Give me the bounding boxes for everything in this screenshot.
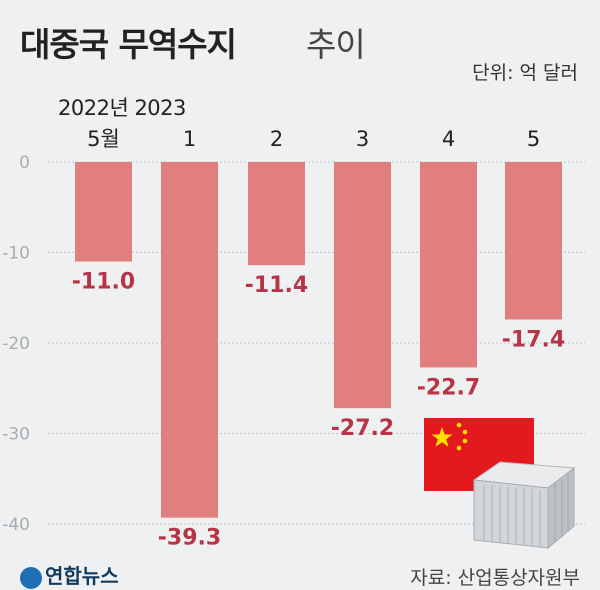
- bar: [161, 162, 218, 518]
- bar: [505, 162, 562, 320]
- data-label: -27.2: [331, 416, 394, 441]
- y-tick-label: -20: [2, 334, 30, 354]
- y-tick-label: 0: [19, 153, 30, 173]
- chart-title: 대중국 무역수지: [20, 25, 237, 64]
- cargo-container-icon: [472, 461, 576, 550]
- logo-icon: [20, 566, 42, 589]
- gridlines: 0 -10 -20 -30 -40: [2, 153, 585, 535]
- decoration: [424, 418, 576, 550]
- x-tick-label: 5월: [87, 127, 120, 151]
- bars: 5월 -11.0 1 -39.3 2 -11.4 3 -27.2 4 -22.7 5 -17.4: [72, 127, 565, 551]
- credit-logo: 연합뉴스: [20, 560, 119, 589]
- year-label: 2022년 2023: [58, 96, 186, 120]
- unit-label: 단위: 억 달러: [472, 62, 578, 84]
- y-tick-label: -30: [2, 425, 30, 445]
- x-tick-label: 4: [442, 127, 455, 151]
- x-tick-label: 1: [183, 127, 196, 151]
- data-label: -11.0: [72, 270, 135, 295]
- chart-title-suffix: 추이: [306, 25, 366, 64]
- data-label: -39.3: [158, 526, 221, 551]
- data-label: -11.4: [245, 273, 308, 298]
- credit-text: 연합뉴스: [45, 564, 119, 588]
- data-label: -17.4: [502, 327, 565, 352]
- bar: [334, 162, 391, 409]
- x-tick-label: 5: [527, 127, 540, 151]
- x-tick-label: 2: [270, 127, 283, 151]
- bar: [248, 162, 305, 266]
- y-tick-label: -40: [2, 515, 30, 535]
- data-label: -22.7: [417, 375, 480, 400]
- x-tick-label: 3: [356, 127, 369, 151]
- y-tick-label: -10: [2, 244, 30, 264]
- bar: [75, 162, 132, 262]
- source-label: 자료: 산업통상자원부: [410, 567, 580, 589]
- bar: [420, 162, 477, 368]
